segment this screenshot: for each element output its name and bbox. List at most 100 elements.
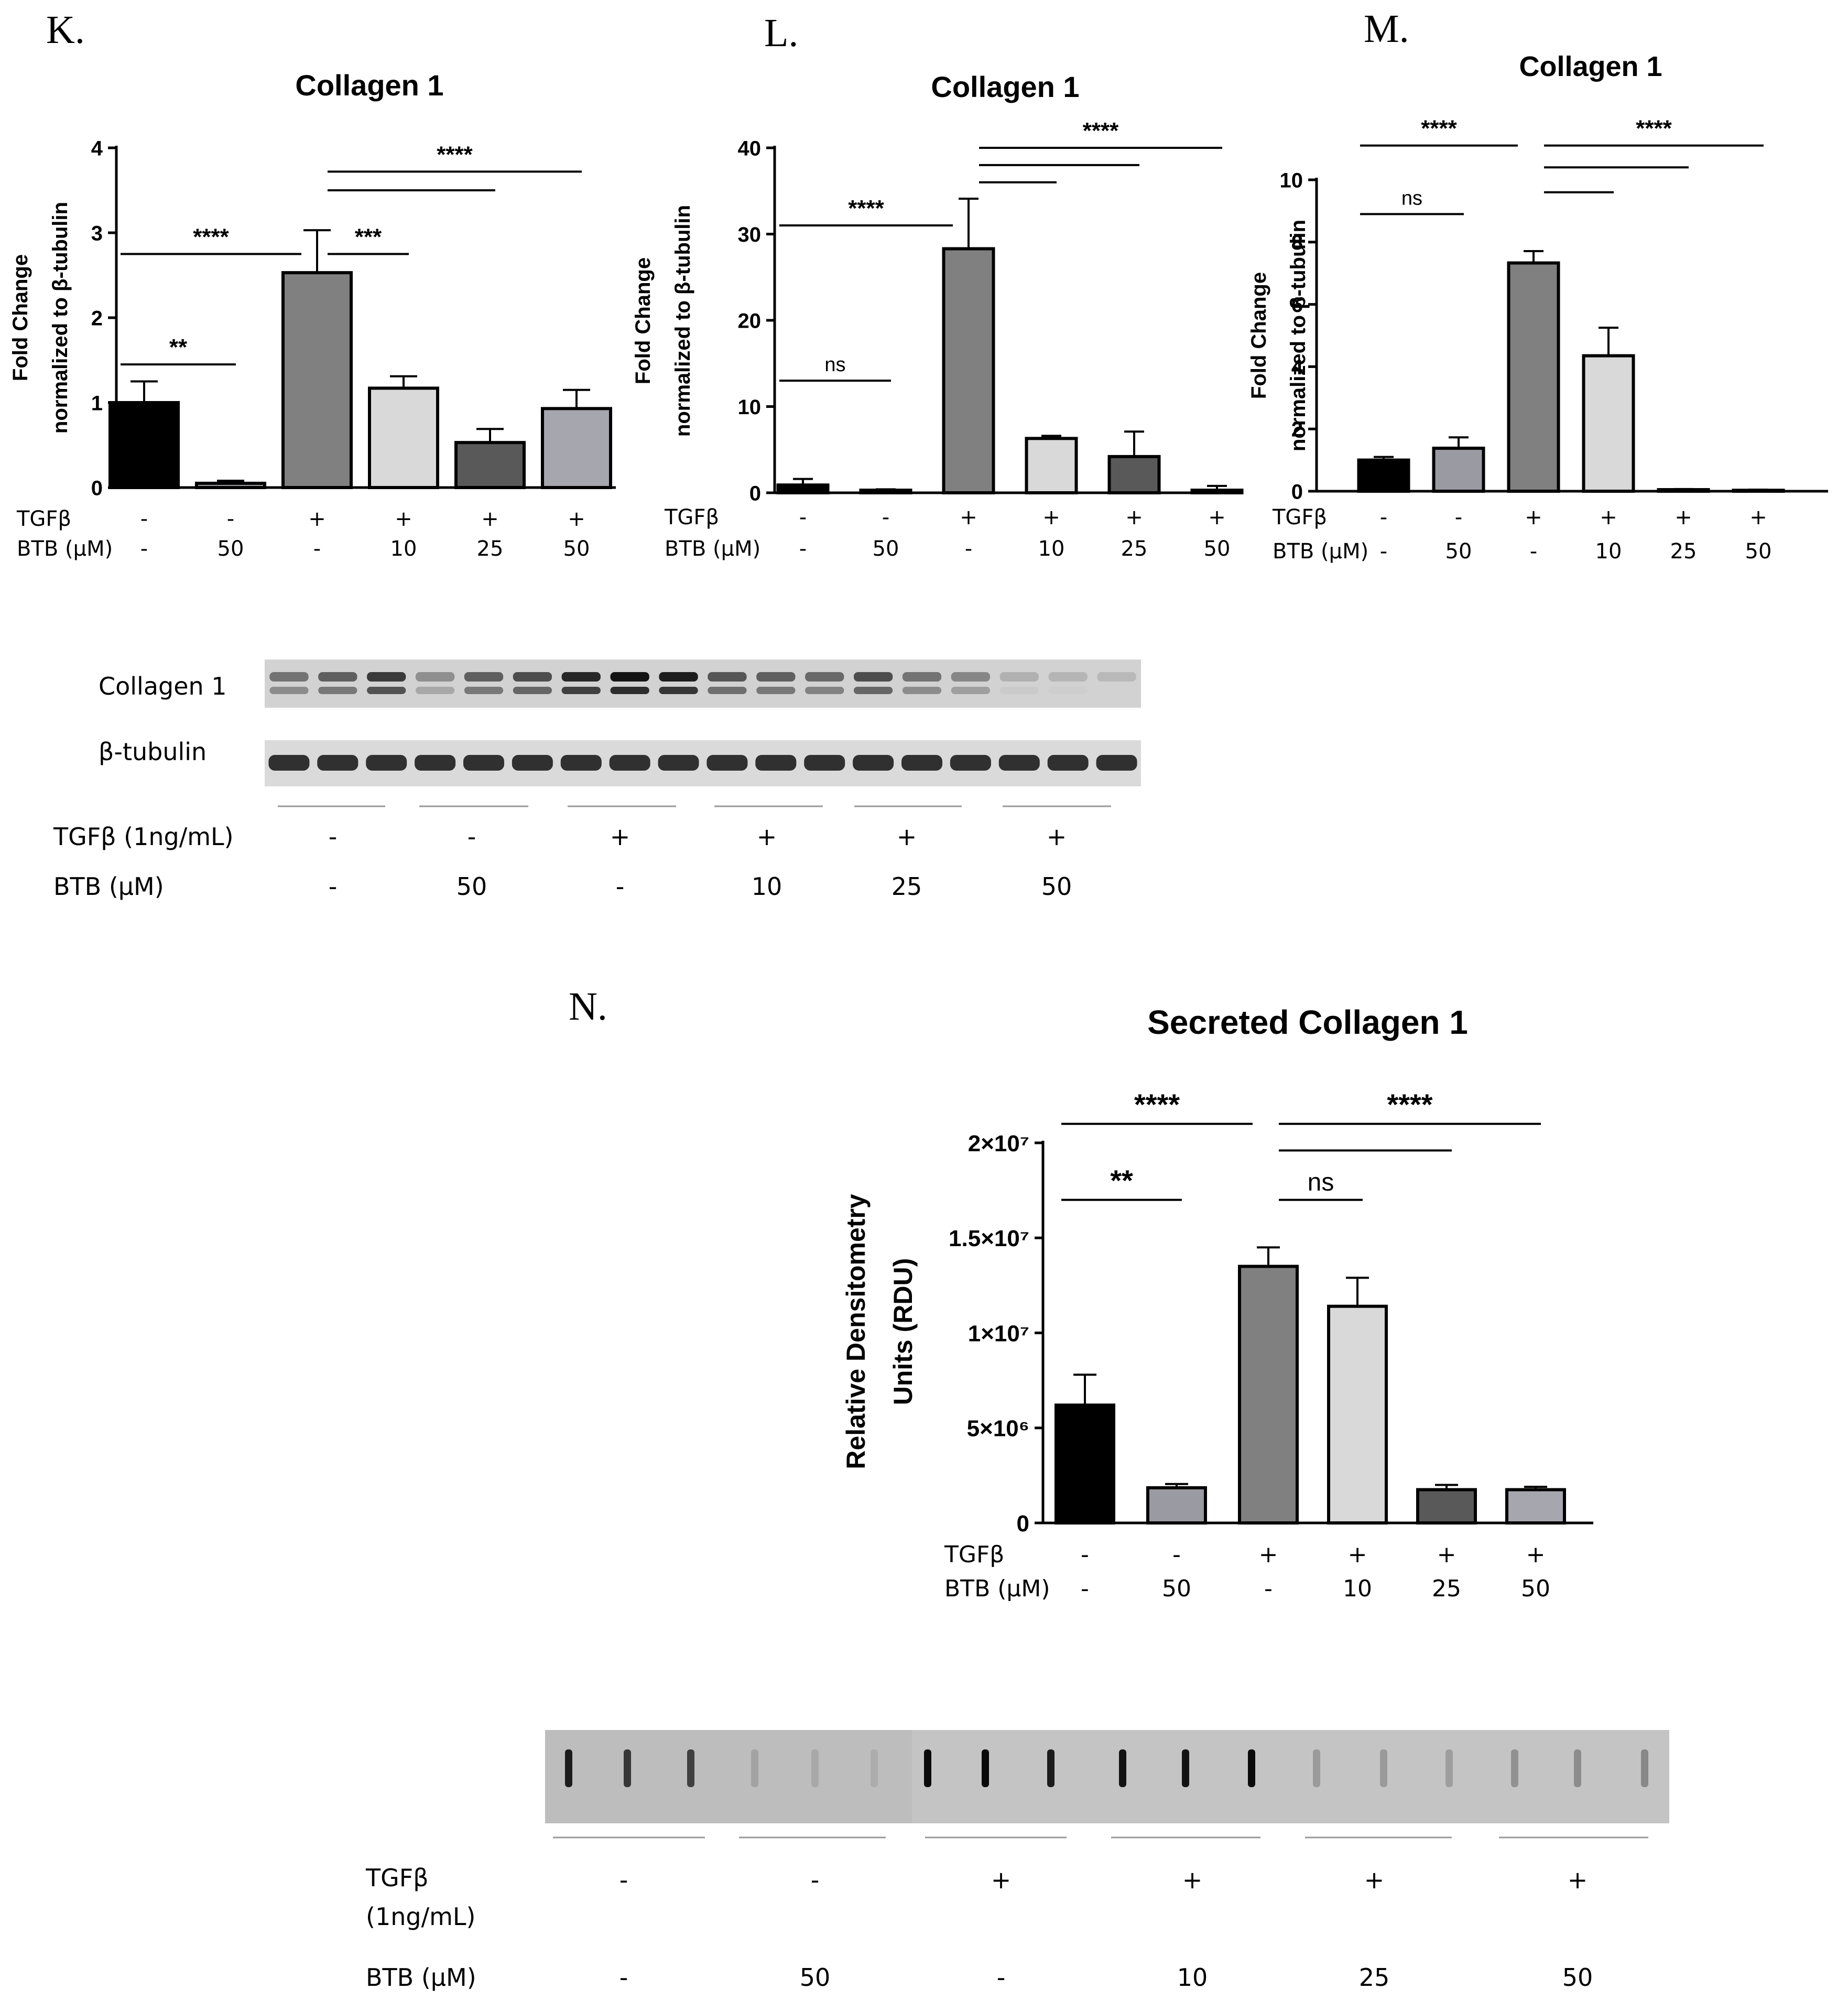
condition-value: - [1081, 1575, 1089, 1602]
significance-label: **** [1636, 116, 1672, 142]
y-tick-label: 0 [749, 482, 761, 505]
chart-panel-1: K. Collagen 1 Fold Change normalized to β-t… [9, 8, 616, 561]
panel-letter: N. [569, 985, 607, 1029]
blot-band-collagen [805, 672, 844, 682]
condition-value: - [1081, 1541, 1089, 1568]
condition-name: TGFβ [1272, 505, 1327, 529]
blot-band-collagen [951, 672, 991, 682]
condition-value: - [1264, 1575, 1273, 1602]
condition-value: + [1749, 505, 1767, 529]
blot-condition-value: 50 [1041, 872, 1072, 901]
significance-label: **** [193, 224, 229, 250]
blot-band-collagen-lower [269, 687, 309, 694]
significance-label: ns [824, 354, 845, 376]
blot-band-collagen-lower [659, 687, 698, 694]
blot-band-tubulin [998, 755, 1040, 771]
condition-name: TGFβ [664, 505, 719, 529]
y-tick-label: 4 [1291, 356, 1303, 379]
condition-value: + [1208, 505, 1226, 529]
blot-band-collagen-lower [561, 687, 601, 694]
slot-blot-lower: TGFβ (1ng/mL) - - + + + + BTB (μM) - 50 - 10 25 50 [365, 1730, 1669, 1992]
slot-band [1445, 1749, 1453, 1787]
bar [1505, 1488, 1566, 1525]
blot-band-tubulin [901, 755, 943, 771]
condition-value: 25 [1670, 539, 1697, 564]
condition-value: - [140, 537, 148, 561]
bar [1055, 1403, 1115, 1525]
bar [1416, 1488, 1477, 1525]
blot-condition-value: 10 [1177, 1963, 1208, 1992]
blot-band-collagen-lower [805, 687, 844, 694]
condition-value: + [960, 505, 977, 529]
y-tick-label: 1.5×10⁷ [949, 1226, 1029, 1251]
y-tick-label: 10 [738, 396, 762, 419]
bar [1146, 1486, 1207, 1525]
significance-label: **** [1083, 118, 1119, 144]
slot-blot-membrane-left [545, 1730, 912, 1823]
blot-band-tubulin [950, 755, 991, 771]
western-blot-upper: Collagen 1 β-tubulin TGFβ (1ng/mL) - - + + + + BT… [53, 660, 1141, 901]
blot-band-collagen [756, 672, 796, 682]
y-tick-label: 0 [1017, 1511, 1029, 1537]
bar [1025, 437, 1078, 494]
condition-value: - [799, 537, 807, 561]
blot-condition-name: TGFβ (1ng/mL) [53, 823, 234, 851]
blot-band-tubulin [1047, 755, 1089, 771]
y-tick-label: 1×10⁷ [968, 1321, 1029, 1346]
bar [195, 481, 266, 490]
significance-label: **** [1421, 116, 1457, 142]
condition-value: + [568, 507, 585, 531]
bar [1432, 447, 1485, 493]
slot-band [982, 1749, 989, 1787]
slot-band [687, 1749, 694, 1787]
y-tick-label: 2 [1291, 418, 1303, 441]
blot-band-tubulin [706, 755, 748, 771]
blot-band-tubulin [755, 755, 797, 771]
blot-condition-name: TGFβ [365, 1864, 429, 1892]
condition-value: 50 [1445, 539, 1472, 564]
condition-value: + [1437, 1541, 1456, 1568]
bar [1190, 489, 1244, 495]
condition-value: - [313, 537, 321, 561]
blot-band-collagen [318, 672, 357, 682]
condition-value: + [1125, 505, 1143, 529]
blot-row-label: β-tubulin [99, 738, 206, 766]
chart-panel-4: N. Secreted Collagen 1 Relative Densitomet… [569, 985, 1593, 1602]
blot-condition-value: - [468, 823, 476, 851]
condition-value: + [1600, 505, 1617, 529]
blot-band-collagen [513, 672, 552, 682]
blot-band-collagen [659, 672, 698, 682]
blot-band-collagen-lower [756, 687, 796, 694]
blot-condition-value: + [1182, 1866, 1203, 1894]
blot-condition-value: 10 [752, 872, 782, 901]
slot-band [1511, 1749, 1518, 1787]
slot-band [1641, 1749, 1648, 1787]
condition-value: - [1172, 1541, 1181, 1568]
bar [859, 489, 912, 495]
y-tick-label: 2 [91, 307, 103, 330]
condition-value: + [1525, 505, 1542, 529]
blot-band-collagen-lower [610, 687, 649, 694]
condition-value: + [1259, 1541, 1278, 1568]
blot-band-collagen-lower [1048, 687, 1088, 694]
slot-band [1380, 1749, 1387, 1787]
chart-title: Secreted Collagen 1 [1147, 1003, 1468, 1041]
blot-band-collagen [853, 672, 893, 682]
condition-value: 50 [563, 537, 590, 561]
y-axis-label-line-1: Fold Change [9, 254, 32, 381]
slot-band [751, 1749, 758, 1787]
blot-band-tubulin [658, 755, 699, 771]
blot-band-collagen [610, 672, 649, 682]
y-tick-label: 30 [738, 223, 762, 246]
chart-title: Collagen 1 [1519, 51, 1662, 82]
y-tick-label: 10 [1280, 169, 1303, 192]
condition-value: 25 [1121, 537, 1148, 561]
slot-band [1119, 1749, 1126, 1787]
condition-value: 10 [390, 537, 417, 561]
blot-band-collagen-lower [367, 687, 406, 694]
blot-condition-value: - [329, 823, 338, 851]
blot-band-tubulin [512, 755, 553, 771]
blot-band-tubulin [268, 755, 310, 771]
blot-band-tubulin [853, 755, 894, 771]
